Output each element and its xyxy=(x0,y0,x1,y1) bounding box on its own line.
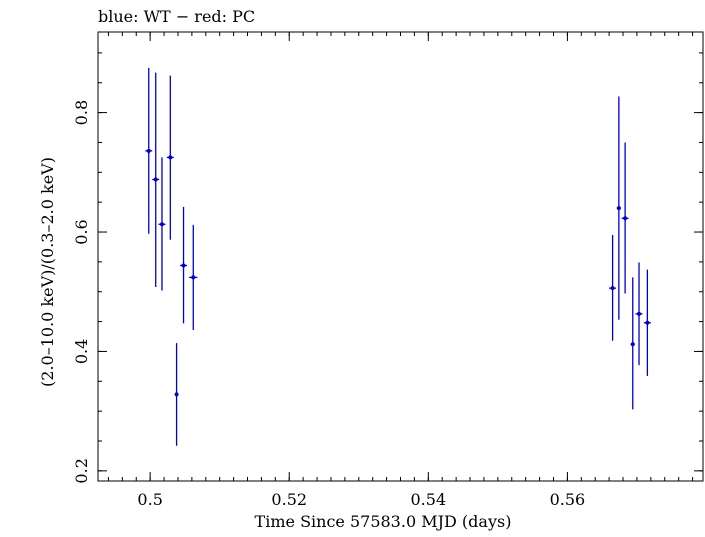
y-axis-label: (2.0–10.0 keV)/(0.3–2.0 keV) xyxy=(38,157,57,387)
point-marker xyxy=(181,263,186,268)
data-point xyxy=(166,75,174,240)
x-tick-label: 0.52 xyxy=(271,490,307,509)
data-point xyxy=(616,96,621,320)
point-marker xyxy=(616,206,621,211)
point-marker xyxy=(623,216,628,221)
data-point xyxy=(145,67,153,234)
point-marker xyxy=(174,392,179,397)
data-points xyxy=(145,67,651,446)
data-point xyxy=(174,343,179,446)
data-point xyxy=(152,72,160,287)
data-point xyxy=(609,235,617,341)
x-tick-label: 0.5 xyxy=(137,490,162,509)
axis-ticks: 0.5 0.52 0.54 0.56 0.2 0.4 0.6 0.8 xyxy=(72,32,703,509)
data-point xyxy=(621,142,629,294)
data-point xyxy=(180,206,188,324)
data-point xyxy=(158,157,166,291)
data-point xyxy=(643,269,651,376)
point-marker xyxy=(645,320,650,325)
y-tick-label: 0.8 xyxy=(72,100,91,125)
point-marker xyxy=(610,286,615,291)
y-tick-label: 0.4 xyxy=(72,339,91,364)
point-marker xyxy=(153,177,158,182)
x-tick-label: 0.56 xyxy=(550,490,586,509)
x-axis-label: Time Since 57583.0 MJD (days) xyxy=(255,512,512,531)
data-point xyxy=(189,224,198,330)
point-marker xyxy=(146,148,151,153)
y-tick-label: 0.6 xyxy=(72,219,91,244)
y-tick-label: 0.2 xyxy=(72,458,91,483)
point-marker xyxy=(630,342,635,347)
point-marker xyxy=(159,222,164,227)
x-tick-label: 0.54 xyxy=(411,490,447,509)
chart-title: blue: WT − red: PC xyxy=(98,7,255,26)
data-point xyxy=(630,277,635,410)
point-marker xyxy=(637,311,642,316)
point-marker xyxy=(168,155,173,160)
data-point xyxy=(635,262,643,366)
point-marker xyxy=(191,275,196,280)
